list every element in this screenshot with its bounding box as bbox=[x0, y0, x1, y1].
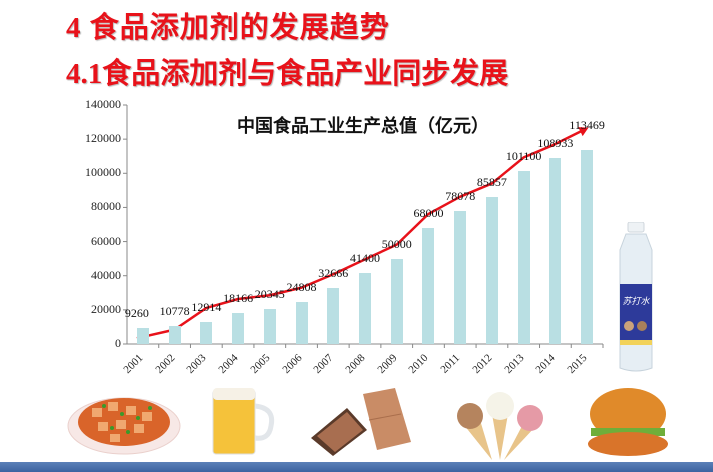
slide-heading: 4 食品添加剂的发展趋势 bbox=[66, 12, 390, 44]
data-label: 12914 bbox=[191, 299, 222, 314]
data-label: 18166 bbox=[223, 290, 254, 305]
trend-arrow bbox=[136, 129, 584, 340]
bar-2001 bbox=[136, 328, 149, 344]
bar-2014 bbox=[549, 158, 562, 344]
data-label: 20345 bbox=[254, 287, 285, 302]
y-tick-label: 120000 bbox=[85, 131, 121, 146]
data-label: 101100 bbox=[505, 149, 542, 164]
chart-axes bbox=[123, 104, 604, 348]
data-label: 24808 bbox=[286, 279, 317, 294]
data-label: 68000 bbox=[413, 205, 444, 220]
slide-subheading: 4.1食品添加剂与食品产业同步发展 bbox=[66, 58, 509, 90]
soda-water-bottle-icon: 苏打水 bbox=[619, 222, 653, 372]
y-tick-label: 80000 bbox=[91, 199, 121, 214]
bar-2004 bbox=[232, 312, 245, 344]
chart-title: 中国食品工业生产总值（亿元） bbox=[237, 116, 489, 137]
bar-2010 bbox=[422, 227, 435, 344]
bar-2012 bbox=[485, 197, 498, 344]
data-label: 108933 bbox=[537, 136, 574, 151]
y-tick-label: 20000 bbox=[91, 301, 121, 316]
y-tick-label: 140000 bbox=[85, 97, 121, 111]
bar-2007 bbox=[327, 288, 340, 344]
y-tick-label: 40000 bbox=[91, 267, 121, 282]
data-label: 113469 bbox=[569, 118, 605, 133]
bar-2005 bbox=[263, 309, 276, 344]
bar-2013 bbox=[517, 171, 530, 344]
data-label: 9260 bbox=[124, 306, 149, 321]
mapo-tofu-icon bbox=[67, 397, 181, 455]
data-label: 41400 bbox=[350, 251, 380, 266]
bar-2009 bbox=[390, 258, 403, 344]
arrowhead-icon bbox=[578, 127, 589, 137]
beer-mug-icon bbox=[212, 388, 275, 455]
bar-2011 bbox=[454, 210, 467, 344]
bar-2002 bbox=[168, 325, 181, 344]
y-tick-label: 100000 bbox=[85, 165, 121, 180]
bar-2003 bbox=[200, 321, 213, 344]
chocolate-icon bbox=[311, 388, 411, 456]
ice-cream-cones-icon bbox=[457, 392, 543, 460]
bar-2008 bbox=[359, 273, 371, 344]
bar-2006 bbox=[295, 301, 308, 344]
bar-2015 bbox=[581, 150, 594, 344]
data-label: 50000 bbox=[381, 236, 412, 251]
data-label: 78078 bbox=[445, 188, 476, 203]
svg-text:苏打水: 苏打水 bbox=[622, 296, 650, 306]
y-tick-label: 60000 bbox=[91, 233, 121, 248]
footer-bar bbox=[0, 462, 713, 472]
hamburger-icon bbox=[588, 388, 668, 456]
data-label: 85857 bbox=[476, 175, 507, 190]
y-tick-label: 0 bbox=[115, 336, 121, 350]
data-label: 10778 bbox=[159, 303, 190, 318]
data-label: 32666 bbox=[318, 266, 349, 281]
bar-chart: 中国食品工业生产总值（亿元） 0 20000 40000 60000 80000 1000… bbox=[85, 97, 605, 376]
